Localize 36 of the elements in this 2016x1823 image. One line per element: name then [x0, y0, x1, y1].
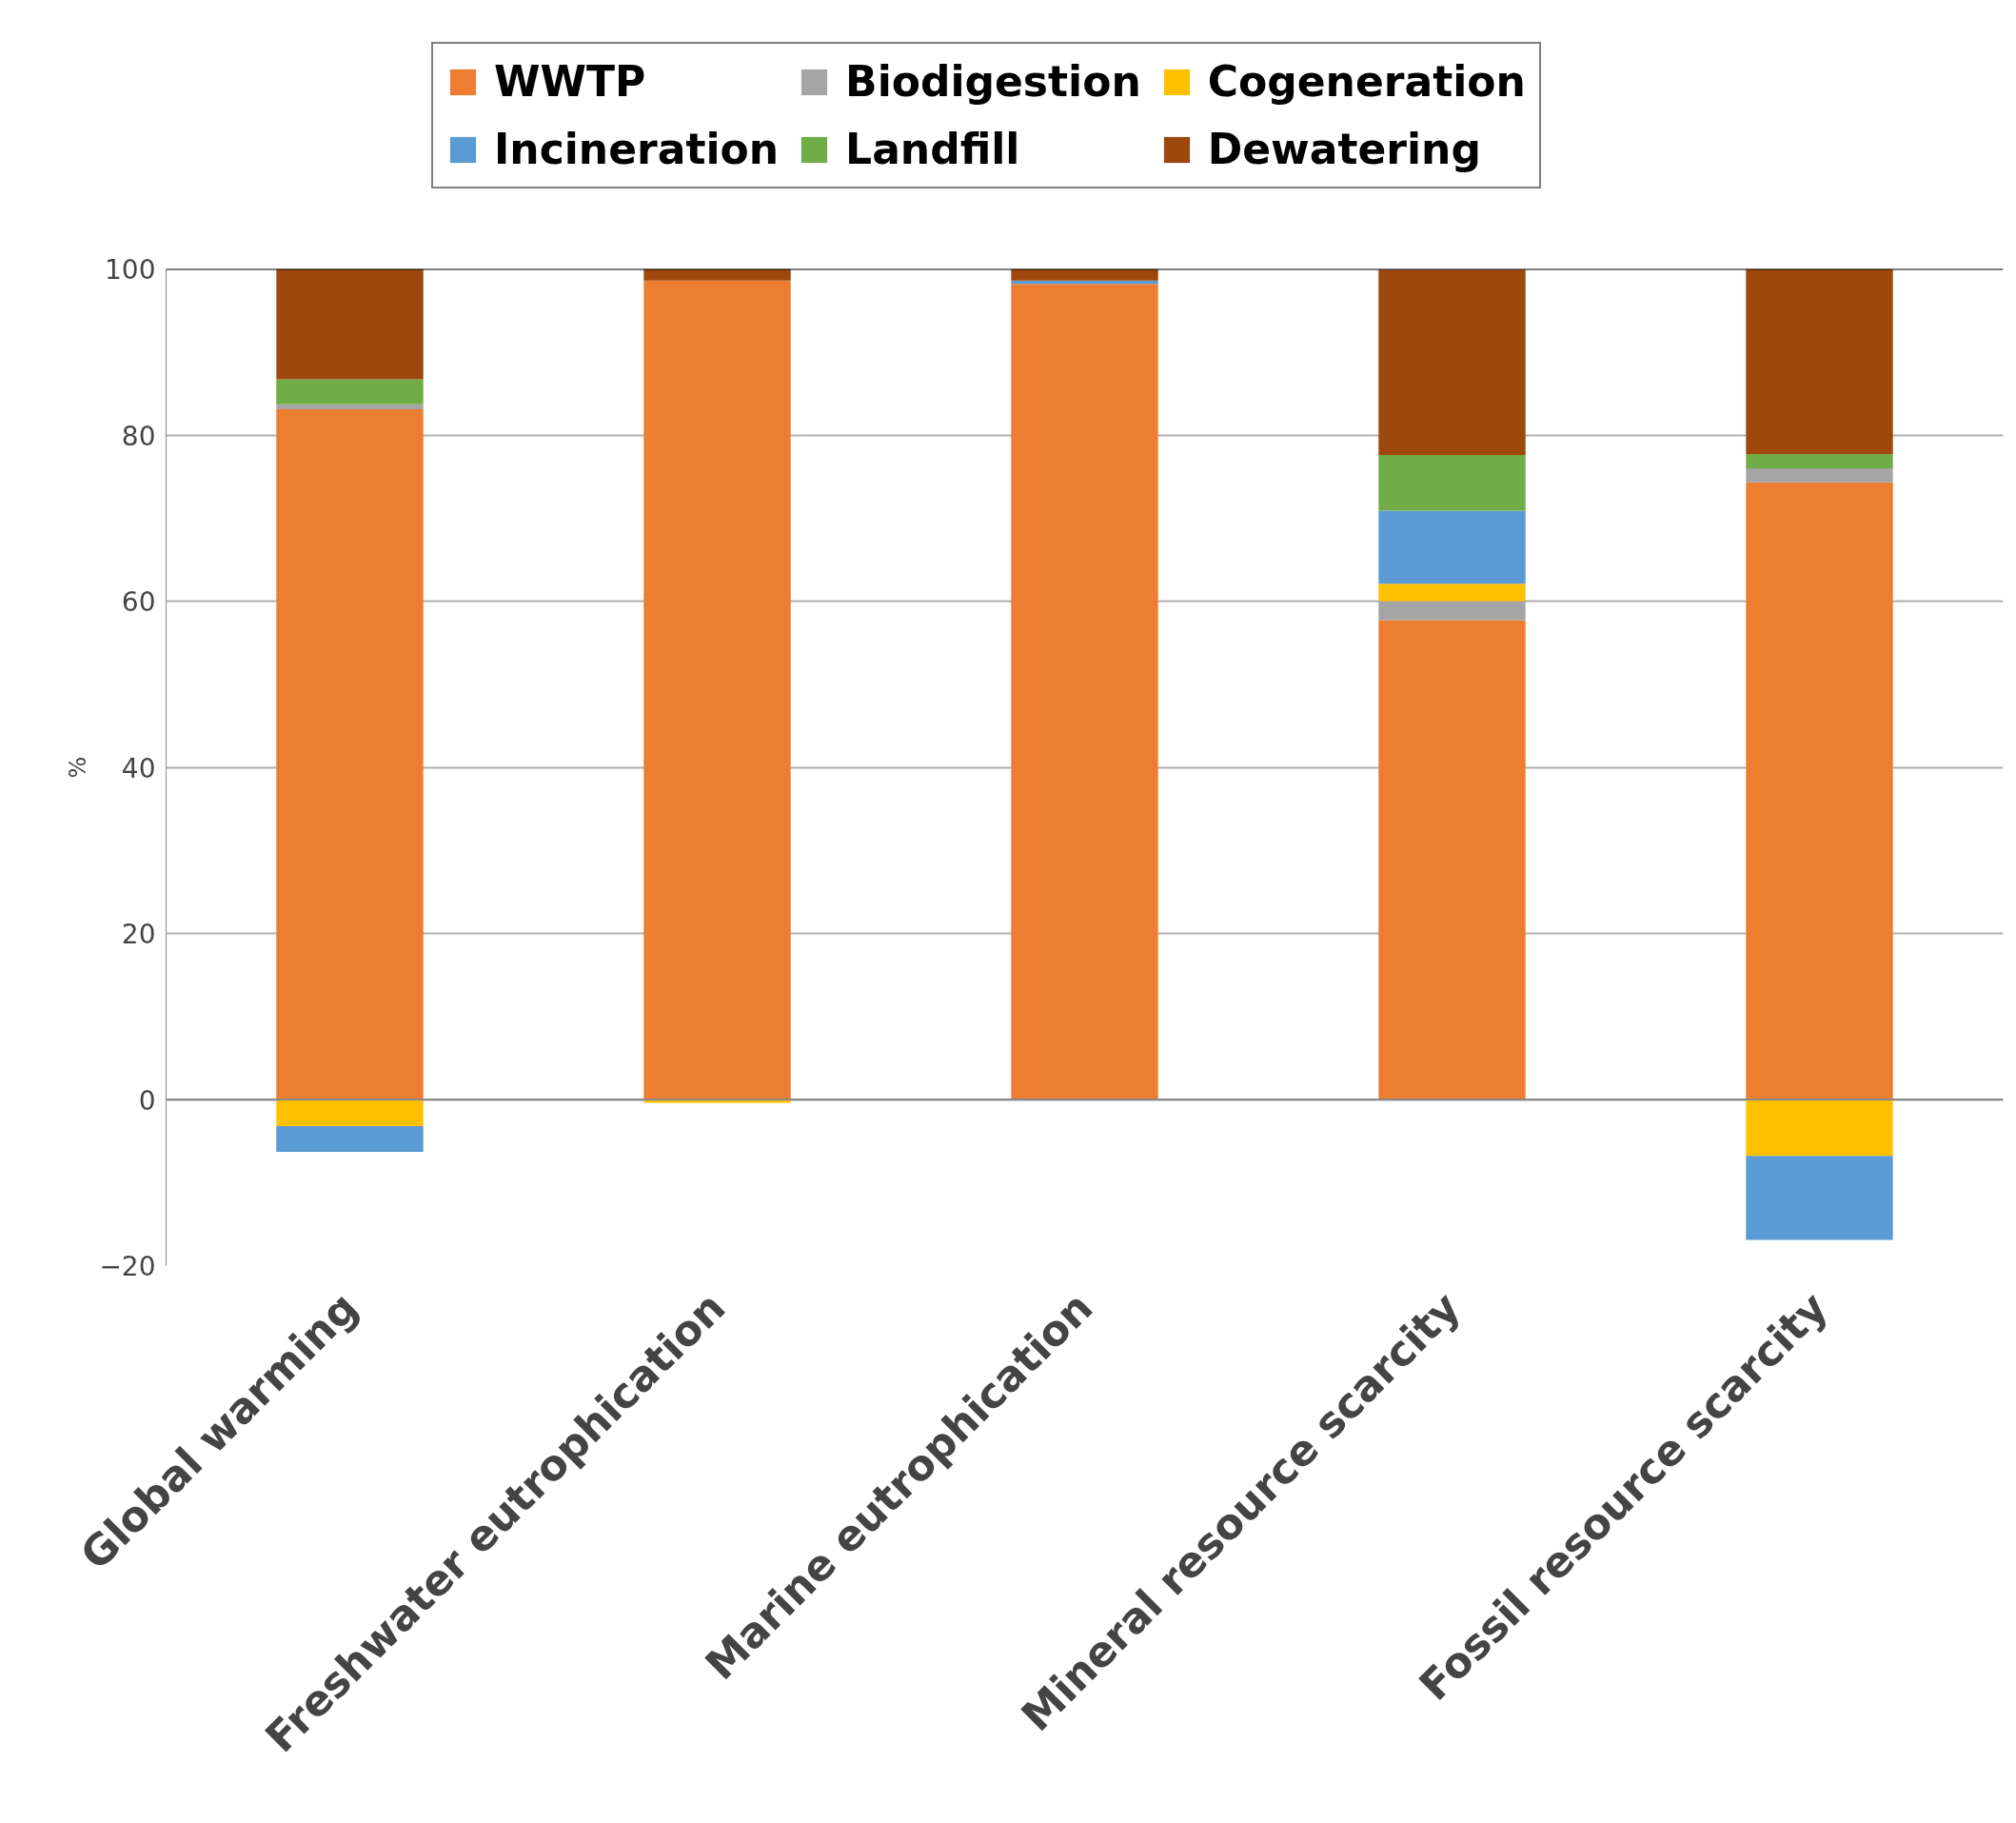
bar: [1746, 1100, 1893, 1157]
bar: [1378, 584, 1526, 602]
legend-label: Dewatering: [1207, 125, 1481, 173]
bar: [1378, 510, 1526, 585]
bar: [276, 408, 424, 1100]
y-tick-label: 0: [138, 1084, 156, 1117]
y-tick-label: −20: [99, 1251, 156, 1282]
bar: [1011, 268, 1158, 281]
bar: [1378, 620, 1526, 1100]
y-tick-label: 40: [121, 752, 156, 784]
y-tick-label: 20: [121, 919, 156, 950]
bar: [1011, 284, 1158, 1100]
bar: [1746, 268, 1893, 455]
bar: [1378, 269, 1526, 455]
y-tick-label: 100: [105, 254, 156, 286]
bar: [643, 280, 791, 1100]
legend-label: Incineration: [494, 125, 780, 173]
bar: [1746, 454, 1893, 468]
bar: [276, 1100, 424, 1126]
y-tick-label: 80: [121, 420, 156, 452]
bar: [643, 268, 791, 281]
legend-label: Landfill: [845, 125, 1020, 173]
legend-label: Cogeneration: [1207, 57, 1526, 106]
bar: [1746, 1156, 1893, 1240]
bar: [1746, 467, 1893, 483]
bar: [1378, 601, 1526, 621]
legend-label: WWTP: [494, 57, 646, 106]
y-axis-title: %: [65, 756, 92, 779]
y-tick-label: 60: [121, 586, 156, 618]
bar: [276, 268, 424, 380]
bar: [276, 404, 424, 409]
bar: [1378, 454, 1526, 511]
bar: [1746, 482, 1893, 1100]
legend-label: Biodigestion: [845, 57, 1141, 106]
bar: [276, 379, 424, 405]
bar: [276, 1125, 424, 1152]
